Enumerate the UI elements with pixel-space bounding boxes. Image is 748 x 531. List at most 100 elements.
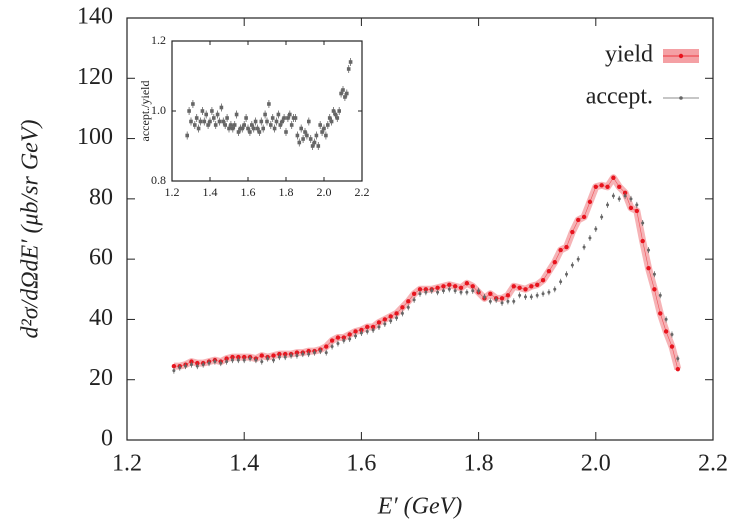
point [213, 123, 218, 127]
point [417, 287, 423, 292]
point [324, 344, 329, 349]
point [464, 281, 470, 286]
point [277, 351, 282, 357]
point [547, 290, 551, 294]
point [326, 123, 330, 127]
point [500, 301, 504, 305]
y-tick-label: 80 [89, 184, 113, 210]
point [230, 358, 234, 362]
point [587, 199, 593, 205]
point [623, 194, 627, 198]
point [223, 123, 227, 127]
point [200, 109, 205, 113]
point [634, 208, 640, 214]
point [400, 305, 405, 310]
point [663, 329, 669, 334]
point [318, 349, 322, 353]
point [242, 358, 246, 362]
point [593, 184, 598, 189]
point [617, 197, 621, 201]
point [305, 133, 309, 138]
point [423, 287, 429, 292]
point [482, 295, 486, 299]
point [308, 137, 313, 141]
point [288, 112, 292, 117]
x-tick-label: 2.2 [698, 451, 728, 477]
point [471, 289, 475, 293]
point [236, 130, 241, 134]
point [207, 361, 211, 365]
point [286, 116, 290, 120]
point [588, 236, 592, 240]
point [331, 109, 336, 113]
point [452, 284, 458, 289]
point [412, 298, 416, 302]
point [280, 119, 284, 124]
point [274, 119, 279, 124]
point [224, 356, 229, 361]
point [512, 299, 516, 303]
point [259, 119, 264, 124]
point [341, 88, 345, 92]
point [499, 296, 505, 301]
point [185, 133, 189, 138]
point [301, 352, 305, 356]
point [248, 357, 252, 361]
point [212, 116, 216, 120]
point [453, 289, 457, 293]
point [316, 144, 321, 148]
point [234, 112, 239, 117]
point [628, 205, 634, 211]
point [611, 175, 616, 180]
point [276, 112, 281, 117]
point [564, 244, 569, 250]
point [465, 290, 469, 294]
point [376, 320, 382, 325]
point [189, 363, 193, 367]
point [635, 203, 639, 207]
point [259, 353, 264, 358]
point [411, 291, 417, 297]
point [600, 215, 604, 219]
legend-marker [678, 53, 684, 59]
point [576, 217, 581, 223]
legend-label: accept. [586, 84, 653, 110]
y-tick-label: 120 [77, 64, 113, 90]
point [389, 319, 393, 323]
point [271, 353, 276, 358]
point [488, 291, 493, 297]
point [647, 248, 651, 252]
point [517, 285, 522, 290]
point [307, 119, 311, 124]
point [251, 126, 256, 131]
point [240, 126, 245, 131]
point [346, 67, 351, 71]
point [261, 126, 265, 131]
point [327, 116, 332, 120]
point [354, 334, 358, 338]
point [348, 60, 353, 64]
point [529, 295, 533, 299]
y-tick-label: 1.0 [151, 103, 166, 117]
point [178, 366, 182, 370]
x-tick-label: 1.4 [203, 185, 218, 199]
point [236, 358, 240, 362]
point [248, 130, 252, 134]
point [505, 293, 511, 298]
point [231, 126, 235, 131]
point [424, 290, 428, 294]
legend-label: yield [605, 42, 653, 68]
point [266, 357, 270, 361]
point [195, 364, 199, 368]
point [303, 130, 307, 134]
point [236, 354, 241, 360]
point [418, 292, 422, 296]
point [546, 269, 552, 274]
point [225, 360, 229, 364]
y-axis-label: d²σ/dΩdE′ (μb/sr GeV) [18, 120, 44, 339]
point [339, 91, 343, 96]
point [477, 289, 481, 293]
point [347, 332, 352, 337]
point [605, 184, 610, 189]
x-tick-label: 1.6 [241, 185, 256, 199]
